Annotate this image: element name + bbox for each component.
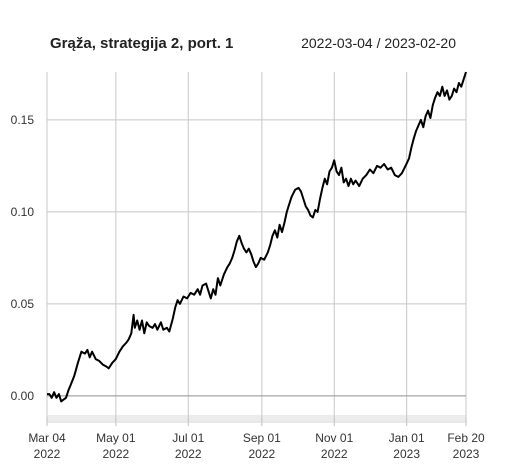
y-tick-label: 0.10 [11,205,35,219]
chart-title: Grąža, strategija 2, port. 1 [50,35,234,52]
x-tick-year-label: 2022 [321,447,348,461]
x-tick-year-label: 2022 [175,447,202,461]
x-tick-year-label: 2023 [453,447,480,461]
grid-lines [46,72,467,421]
axes [46,395,467,426]
series-layer [47,71,467,403]
tick-labels: 0.00 0.05 0.10 0.15 Mar 04 2022 May 01 2022 Jul … [11,113,485,461]
x-tick-year-label: 2022 [34,447,61,461]
x-tick-label: Mar 04 [28,431,66,445]
x-tick-label: May 01 [96,431,136,445]
series-line [47,71,467,403]
y-tick-label: 0.00 [11,389,35,403]
x-tick-label: Jul 01 [172,431,204,445]
x-tick-year-label: 2022 [248,447,275,461]
x-tick-label: Nov 01 [315,431,353,445]
x-axis-band [47,415,466,421]
x-tick-label: Sep 01 [243,431,281,445]
y-tick-label: 0.05 [11,297,35,311]
chart-date-range: 2022-03-04 / 2023-02-20 [301,35,456,51]
x-tick-label: Jan 01 [389,431,425,445]
x-tick-label: Feb 20 [447,431,485,445]
x-tick-year-label: 2023 [393,447,420,461]
y-tick-label: 0.15 [11,113,35,127]
x-tick-year-label: 2022 [102,447,129,461]
